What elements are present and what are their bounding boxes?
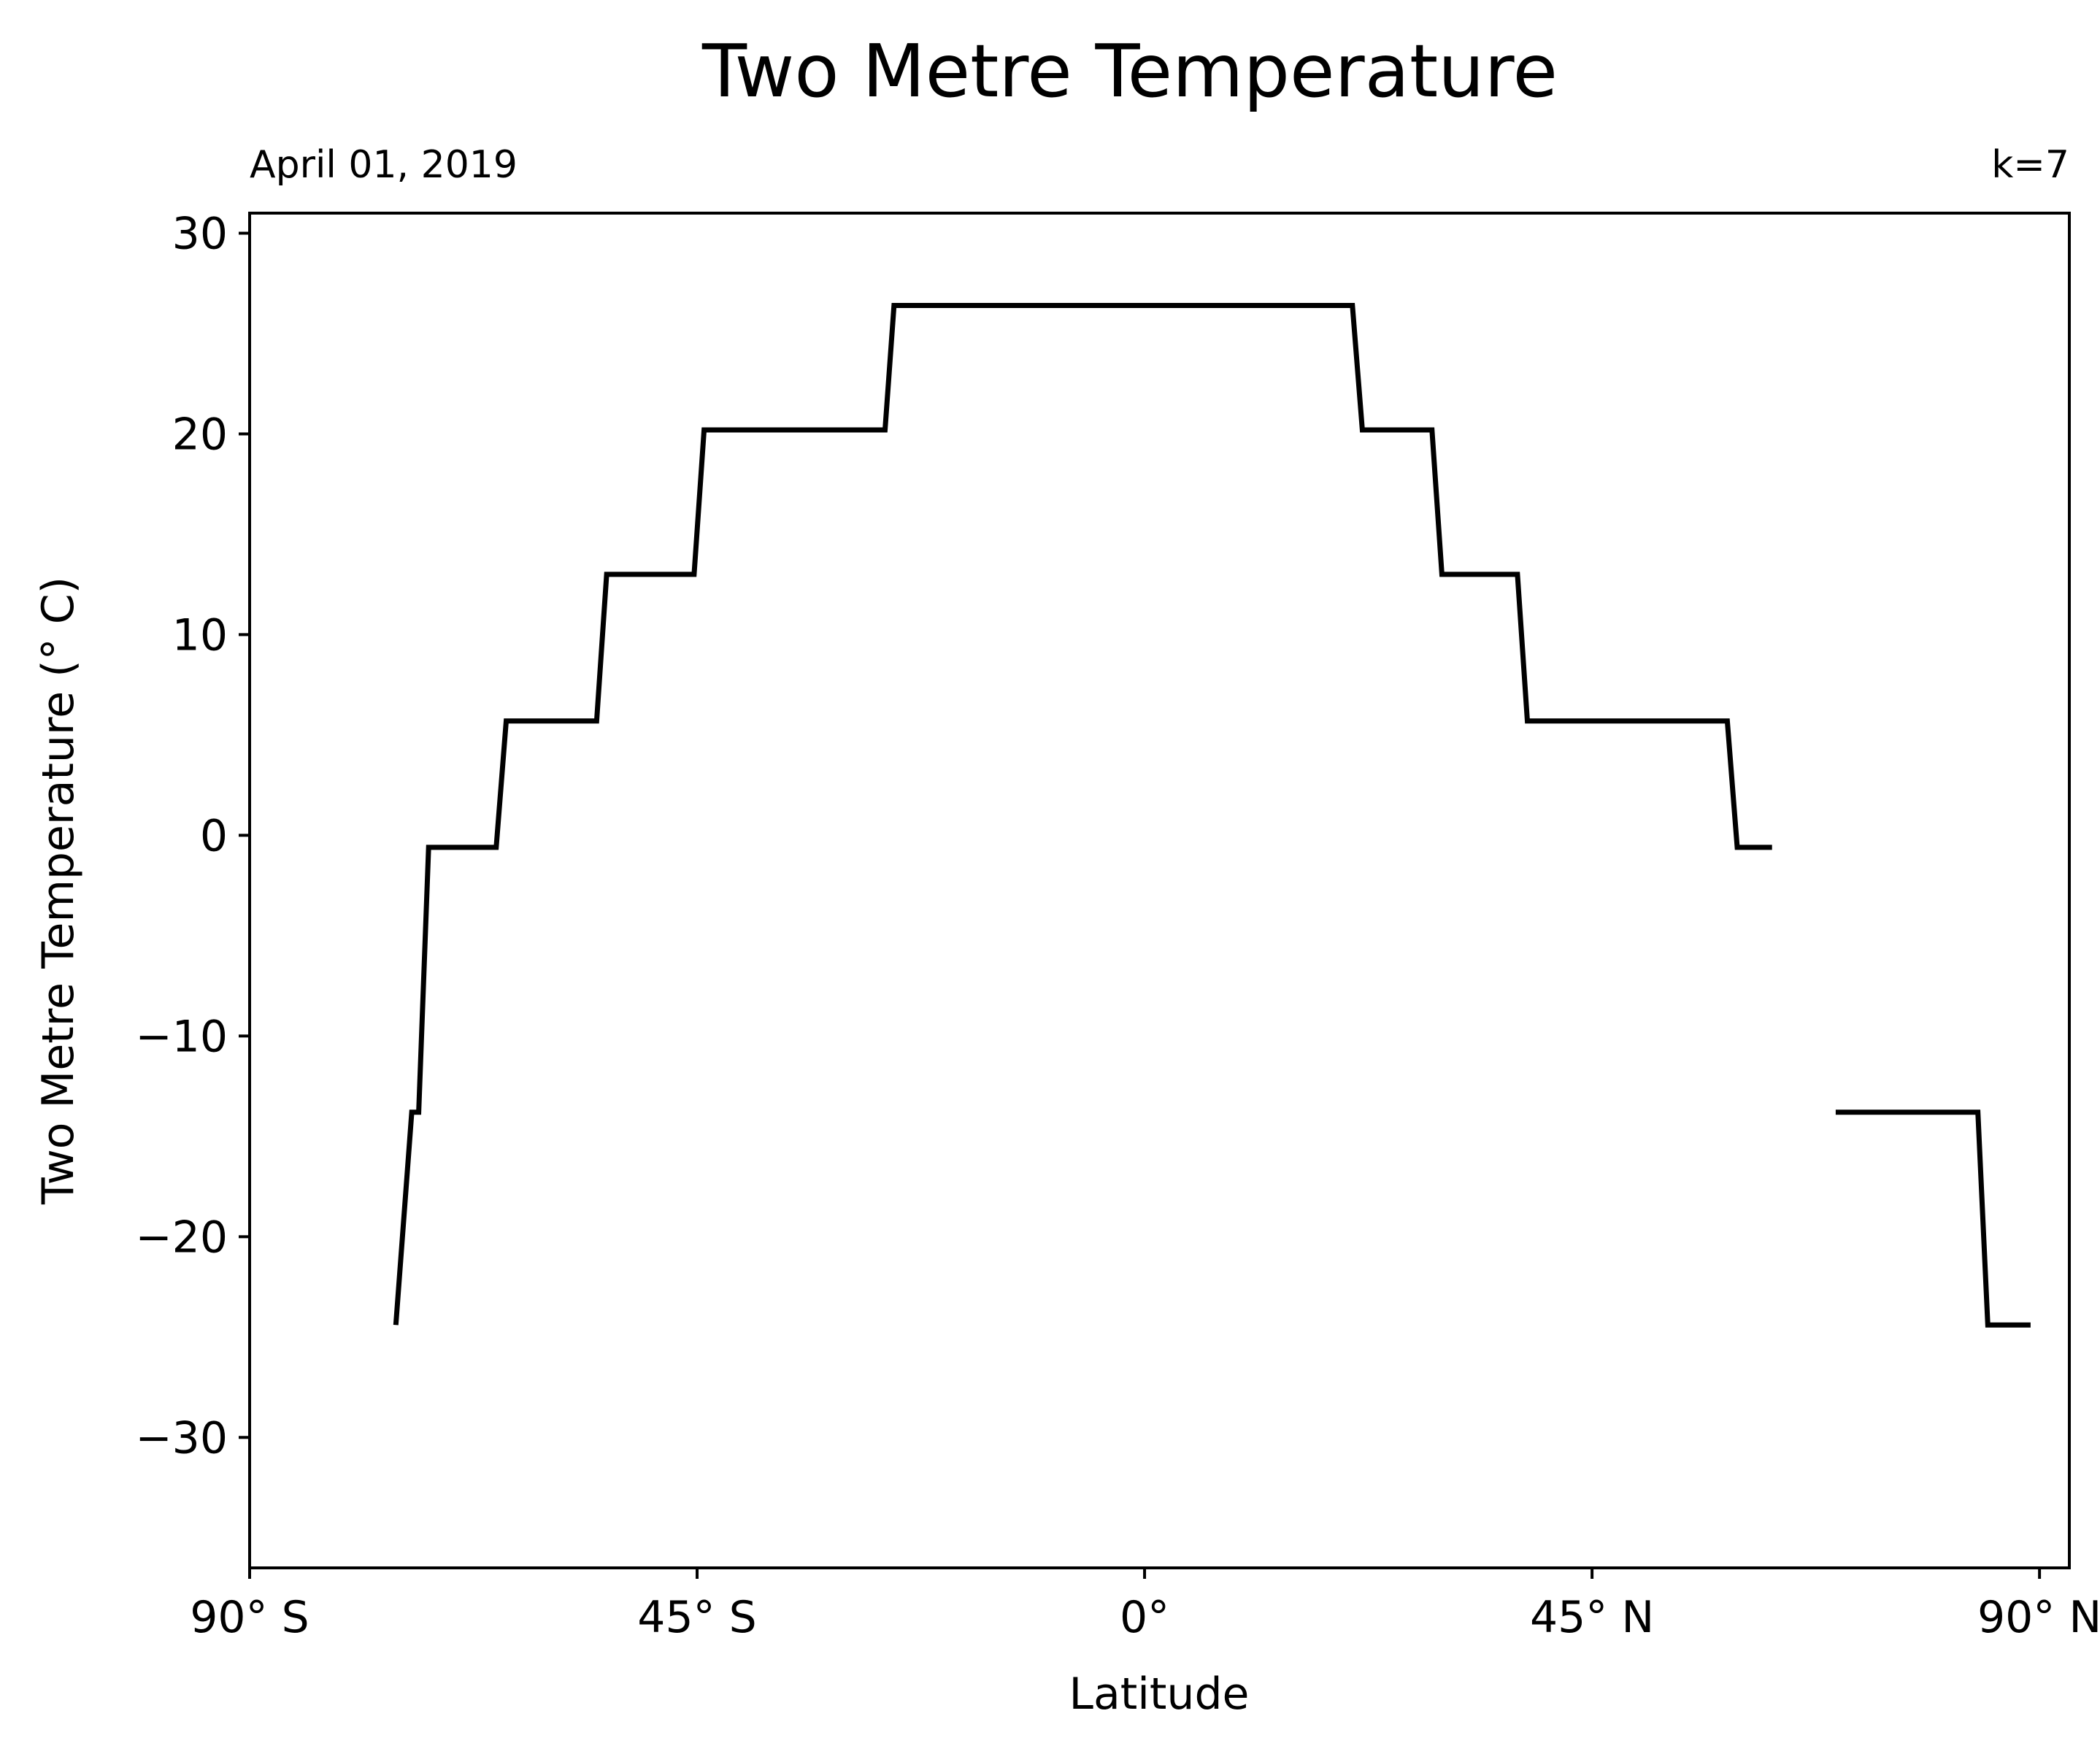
x-axis-label: Latitude [1069, 1669, 1250, 1720]
series-layer [393, 303, 2031, 1328]
x-tick-label: 45° N [1530, 1592, 1654, 1643]
chart-title: Two Metre Temperature [701, 28, 1558, 114]
y-tick-label: 30 [172, 208, 228, 259]
y-tick-label: 10 [172, 609, 228, 661]
chart-date-label: April 01, 2019 [250, 143, 518, 187]
y-tick-label: −10 [135, 1011, 228, 1062]
y-tick-label: 20 [172, 409, 228, 460]
x-tick-label: 90° S [190, 1592, 309, 1643]
y-axis-label: Two Metre Temperature (° C) [33, 577, 84, 1205]
plot-frame [248, 212, 2071, 1569]
x-tick-label: 45° S [637, 1592, 757, 1643]
x-tick-label: 90° N [1977, 1592, 2100, 1643]
y-axis: 30 20 10 0 −10 −20 −30 [135, 208, 250, 1463]
y-tick-label: −20 [135, 1212, 228, 1263]
x-tick-label: 0° [1120, 1592, 1169, 1643]
temperature-line-segment-2 [1835, 1109, 2031, 1328]
temperature-line-segment-1 [393, 303, 1772, 1326]
chart-k-label: k=7 [1991, 143, 2069, 187]
y-tick-label: −30 [135, 1412, 228, 1463]
x-axis: 90° S 45° S 0° 45° N 90° N [190, 1568, 2100, 1643]
y-tick-label: 0 [200, 810, 228, 861]
